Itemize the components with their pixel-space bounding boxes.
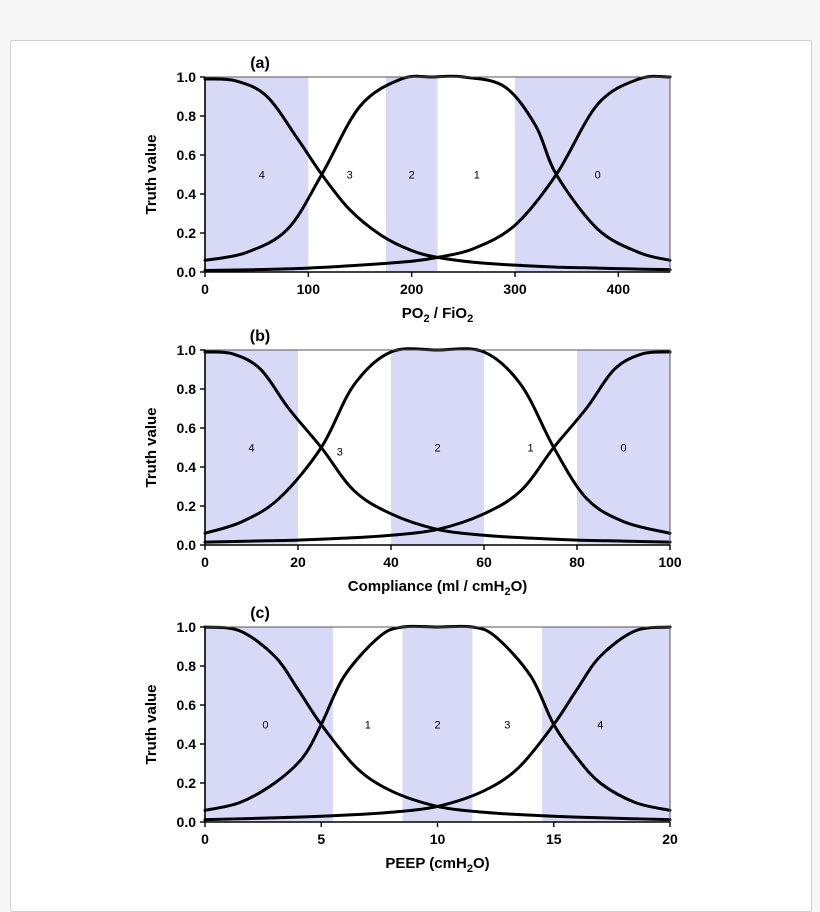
y-tick-label: 1.0 xyxy=(177,69,197,85)
region-label: 4 xyxy=(597,720,603,732)
x-tick-label: 0 xyxy=(201,831,209,847)
x-axis-label: PEEP (cmH2O) xyxy=(385,855,489,875)
shaded-band xyxy=(205,627,333,822)
shaded-band xyxy=(402,627,473,822)
series-curve-1 xyxy=(203,350,672,544)
figure: 4 3 2 1 0 0.0 0.2 0.4 0.6 0.8 1.0 0 100 200 300 400 Trut… xyxy=(142,48,684,878)
y-tick-label: 0.4 xyxy=(177,736,197,752)
panel-label: (b) xyxy=(250,328,270,345)
shaded-band xyxy=(391,350,484,545)
y-tick-label: 0.8 xyxy=(177,658,197,674)
y-tick-label: 1.0 xyxy=(177,619,197,635)
x-tick-label: 100 xyxy=(297,281,321,297)
series-curve-1 xyxy=(203,625,672,822)
x-tick-label: 20 xyxy=(290,554,306,570)
x-tick-label: 300 xyxy=(503,281,527,297)
x-tick-label: 80 xyxy=(569,554,585,570)
series-curve-3 xyxy=(203,74,672,272)
region-label: 0 xyxy=(595,170,601,182)
x-tick-label: 60 xyxy=(476,554,492,570)
y-tick-label: 0.8 xyxy=(177,381,197,397)
series-curve-1 xyxy=(203,77,672,272)
y-tick-label: 0.8 xyxy=(177,108,197,124)
panel-label: (a) xyxy=(250,55,270,72)
y-tick-label: 0.4 xyxy=(177,186,197,202)
y-tick-label: 0.6 xyxy=(177,147,197,163)
region-label: 1 xyxy=(474,170,480,182)
x-tick-label: 100 xyxy=(658,554,682,570)
series-curve-3 xyxy=(203,350,672,544)
x-tick-label: 40 xyxy=(383,554,399,570)
region-label: 1 xyxy=(365,720,371,732)
x-tick-label: 200 xyxy=(400,281,424,297)
shaded-band xyxy=(542,627,670,822)
x-tick-label: 15 xyxy=(546,831,562,847)
region-label: 3 xyxy=(337,446,343,458)
x-tick-label: 400 xyxy=(607,281,631,297)
chart-panel-a: 4 3 2 1 00.00.20.40.60.81.00 100 200 300 400Trut… xyxy=(143,55,672,297)
y-axis-label: Truth value xyxy=(143,134,160,214)
x-axis-label: Compliance (ml / cmH2O) xyxy=(348,578,528,598)
shaded-band xyxy=(385,77,438,272)
chart-panel-c: 0 1 2 3 4 0.0 0.2 0.4 0.6 0.8 1.0 0 5 10 15 20 Truth val… xyxy=(143,605,678,847)
y-tick-label: 0.6 xyxy=(177,697,197,713)
shaded-band xyxy=(205,350,298,545)
series-curve-2 xyxy=(203,74,672,262)
chart-panel-b: 4 3 2 1 00.00.20.40.60.81.00 20 40 60 80 100Truth… xyxy=(143,328,682,570)
series-curve-3 xyxy=(203,625,672,822)
y-tick-label: 1.0 xyxy=(177,342,197,358)
y-tick-label: 0.0 xyxy=(177,814,197,830)
y-tick-label: 0.2 xyxy=(177,775,197,791)
x-tick-label: 0 xyxy=(201,554,209,570)
region-label: 2 xyxy=(409,170,415,182)
y-tick-label: 0.0 xyxy=(177,537,197,553)
y-axis-label: Truth value xyxy=(143,407,160,487)
shaded-band xyxy=(205,77,309,272)
x-tick-label: 20 xyxy=(662,831,678,847)
y-tick-label: 0.2 xyxy=(177,498,197,514)
y-tick-label: 0.2 xyxy=(177,225,197,241)
y-tick-label: 0.4 xyxy=(177,459,197,475)
panel-label: (c) xyxy=(250,605,270,622)
chart-figure: 4 3 2 1 00.00.20.40.60.81.00 100 200 300 400Trut… xyxy=(143,55,682,875)
region-label: 0 xyxy=(262,720,268,732)
region-label: 3 xyxy=(347,170,353,182)
region-label: 2 xyxy=(434,443,440,455)
y-tick-label: 0.6 xyxy=(177,420,197,436)
region-label: 2 xyxy=(434,720,440,732)
y-tick-label: 0.0 xyxy=(177,264,197,280)
y-axis-label: Truth value xyxy=(143,684,160,764)
shaded-band xyxy=(515,77,670,272)
region-label: 3 xyxy=(504,720,510,732)
x-axis-label: PO2 / FiO2 xyxy=(402,305,473,325)
region-label: 1 xyxy=(527,443,533,455)
region-label: 4 xyxy=(248,443,254,455)
x-tick-label: 10 xyxy=(430,831,446,847)
region-label: 0 xyxy=(620,443,626,455)
region-label: 4 xyxy=(259,170,265,182)
shaded-band xyxy=(577,350,670,545)
x-tick-label: 5 xyxy=(317,831,325,847)
x-tick-label: 0 xyxy=(201,281,209,297)
